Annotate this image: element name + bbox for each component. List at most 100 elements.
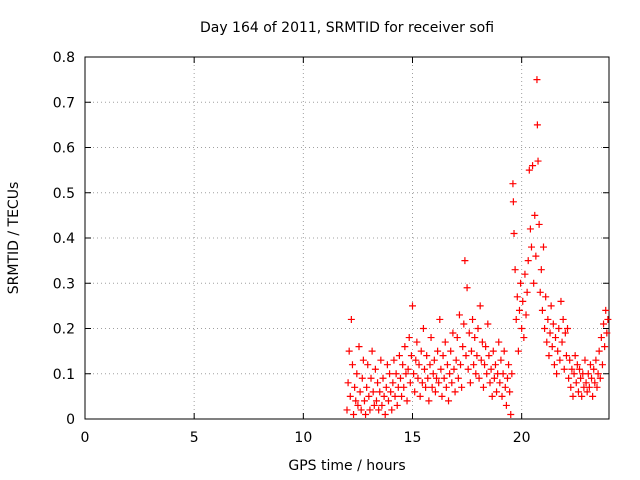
data-point <box>368 347 376 355</box>
data-point <box>428 383 436 391</box>
data-point <box>469 315 477 323</box>
data-point <box>352 397 360 405</box>
data-point <box>406 379 414 387</box>
data-point <box>405 334 413 342</box>
data-point <box>570 370 578 378</box>
data-point <box>567 383 575 391</box>
data-point <box>344 379 352 387</box>
data-point <box>582 379 590 387</box>
data-point <box>452 356 460 364</box>
data-point <box>489 347 497 355</box>
data-point <box>583 388 591 396</box>
data-point <box>557 297 565 305</box>
data-point <box>431 388 439 396</box>
data-point <box>442 383 450 391</box>
data-point <box>379 374 387 382</box>
data-point <box>498 392 506 400</box>
data-point <box>536 288 544 296</box>
data-point <box>451 388 459 396</box>
plot-frame <box>84 56 610 420</box>
data-point <box>423 352 431 360</box>
data-point <box>463 284 471 292</box>
data-point <box>533 76 541 84</box>
data-point <box>350 410 358 418</box>
data-point <box>392 370 400 378</box>
data-point <box>592 356 600 364</box>
x-tick-label: 20 <box>513 430 531 446</box>
data-point <box>594 370 602 378</box>
data-point <box>357 406 365 414</box>
data-point <box>421 365 429 373</box>
data-point <box>370 401 378 409</box>
data-point <box>531 211 539 219</box>
data-point <box>450 365 458 373</box>
data-point <box>523 288 531 296</box>
data-point <box>443 361 451 369</box>
data-point <box>512 315 520 323</box>
y-tick-label: 0.7 <box>53 95 75 111</box>
y-tick-label: 0.6 <box>53 141 75 157</box>
data-point <box>390 356 398 364</box>
data-point <box>425 397 433 405</box>
data-point <box>598 361 606 369</box>
data-point <box>358 374 366 382</box>
y-tick-label: 0 <box>66 412 75 428</box>
data-point <box>555 325 563 332</box>
data-point <box>487 365 495 373</box>
data-point <box>396 374 404 382</box>
data-point <box>569 392 577 400</box>
data-point <box>446 370 454 378</box>
data-point <box>488 392 496 400</box>
data-point <box>454 374 462 382</box>
data-point <box>530 279 538 287</box>
data-point <box>543 338 551 346</box>
data-point <box>475 374 483 382</box>
data-point <box>393 401 401 409</box>
data-point <box>418 379 426 387</box>
data-point <box>389 379 397 387</box>
data-point <box>346 392 354 400</box>
data-point <box>378 401 386 409</box>
data-point <box>422 383 430 391</box>
data-point <box>461 257 469 265</box>
data-point <box>401 343 409 351</box>
data-point <box>371 365 379 373</box>
data-point <box>518 325 526 332</box>
data-point <box>564 325 572 332</box>
data-point <box>558 338 566 346</box>
data-point <box>437 365 445 373</box>
y-tick-label: 0.3 <box>53 276 75 292</box>
data-point <box>514 347 522 355</box>
data-point <box>520 334 528 342</box>
data-point <box>407 352 415 360</box>
data-point <box>521 270 529 278</box>
data-point <box>411 388 419 396</box>
data-point <box>517 279 525 287</box>
data-point <box>548 343 556 351</box>
data-point <box>435 379 443 387</box>
data-point <box>382 383 390 391</box>
data-point <box>578 392 586 400</box>
data-point <box>481 361 489 369</box>
chart-title: Day 164 of 2011, SRMTID for receiver sof… <box>200 20 494 36</box>
data-point <box>501 383 509 391</box>
data-point <box>471 334 479 342</box>
data-point <box>386 370 394 378</box>
x-tick-label: 10 <box>294 430 312 446</box>
data-points <box>343 76 612 418</box>
data-point <box>388 406 396 414</box>
data-point <box>438 392 446 400</box>
data-point <box>380 392 388 400</box>
data-point <box>525 166 533 174</box>
grid-lines <box>85 57 609 419</box>
data-point <box>581 356 589 364</box>
data-point <box>409 302 416 310</box>
data-point <box>441 338 449 346</box>
data-point <box>574 388 582 396</box>
data-point <box>550 361 558 369</box>
x-tick-label: 5 <box>190 430 199 446</box>
data-point <box>491 361 499 369</box>
data-point <box>482 343 490 351</box>
data-point <box>532 252 540 260</box>
data-point <box>507 410 515 418</box>
